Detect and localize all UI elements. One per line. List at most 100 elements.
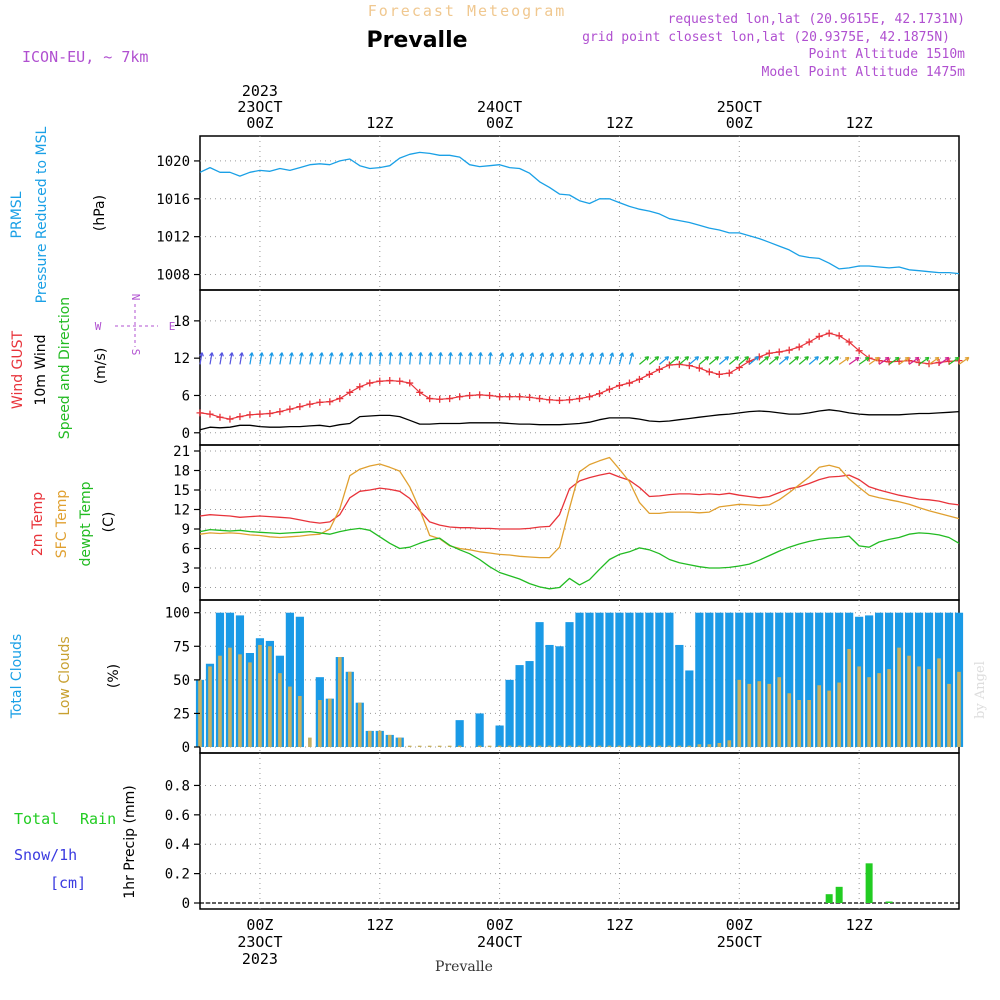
wind-direction-arrow [758,356,769,365]
low-cloud-bar [597,745,602,747]
y-tick-label: 0.8 [165,778,190,794]
wind-direction-arrow [479,352,482,365]
wind-direction-arrow [239,352,243,365]
wind-arrow-head [589,352,595,357]
low-cloud-bar [268,646,272,747]
low-cloud-bar [717,742,722,747]
y-tick-label: 9 [182,522,190,538]
wind-arrow-head [509,352,515,357]
low-cloud-bar [477,745,482,747]
gust-marker [256,410,264,418]
wind-arrow-head [694,356,700,361]
precip-rain-label: Rain [80,810,116,828]
gust-marker [725,369,733,377]
y-tick-label: 1012 [156,230,190,246]
total-cloud-bar [285,612,294,747]
wind-arrow-head [358,352,363,357]
top-time-label: 12Z [366,114,393,132]
precip-snow-label: Snow/1h [14,846,77,864]
wind-arrow-head [774,356,780,361]
wind-direction-arrow [449,352,452,365]
gust-marker [496,393,504,401]
y-tick-label: 0.2 [165,867,190,883]
wind-direction-arrow [958,357,970,365]
total-cloud-bar [765,612,774,747]
wind-direction-arrow [459,352,462,365]
wind-direction-arrow [279,352,283,365]
gust-marker [536,395,544,403]
low-cloud-bar [348,671,352,747]
wind-arrow-head [734,356,740,361]
wind-direction-arrow [229,352,233,365]
bottom-time-label: 12Z [846,916,873,934]
wind-direction-arrow [768,356,779,365]
total-cloud-bar [825,612,834,747]
wind-direction-arrow [309,352,313,365]
wind-direction-arrow [319,352,323,365]
gust-marker [376,377,384,385]
pressure-label-2: Pressure Reduced to MSL [34,126,50,303]
low-cloud-bar [417,745,422,747]
low-cloud-bar [867,677,871,747]
wind-direction-arrow [948,357,960,365]
super-title: Forecast Meteogram [368,2,567,20]
total-cloud-bar [665,612,674,747]
low-cloud-bar [627,745,632,747]
temp2m-line [199,472,960,530]
wind-direction-arrow [928,357,940,365]
low-cloud-bar [308,737,312,747]
wind-direction-arrow [299,352,303,365]
total-cloud-bar [745,612,754,747]
wind-arrow-head [539,352,545,357]
low-cloud-bar [387,734,392,747]
low-cloud-bar [877,673,881,747]
total-cloud-bar [455,720,464,747]
total-cloud-bar [625,612,634,747]
gust-marker [645,370,653,378]
low-cloud-bar [288,686,292,747]
compass-north: N [129,294,142,301]
low-cloud-bar [497,745,502,747]
gust-marker [576,395,583,403]
top-time-label: 00Z [246,114,273,132]
wind-arrow-head [418,352,423,357]
wind-arrow-head [599,352,605,357]
wind-arrow-head [854,356,860,362]
gust-marker [685,362,693,370]
gust-marker [546,396,554,404]
low-cloud-bar [637,745,642,747]
wind-arrow-head [794,356,799,361]
wind-arrow-head [824,356,829,361]
wind-direction-arrow [289,352,293,365]
precip-total-label: Total [14,810,59,828]
wind-direction-arrow [728,356,739,365]
wind-arrow-head [209,352,214,357]
wind-direction-arrow [748,356,759,365]
y-tick-label: 3 [182,561,190,577]
gust-marker [675,360,683,368]
wind-direction-arrow [698,356,709,365]
low-cloud-bar [617,745,622,747]
gust-marker [855,347,863,355]
y-tick-label: 100 [165,606,190,622]
wind-direction-arrow [678,356,689,365]
total-cloud-bar [944,612,954,747]
low-cloud-bar [757,681,762,747]
gust-marker [625,379,633,387]
gust-marker [506,393,514,401]
gust-marker [805,338,813,346]
wind-direction-arrow [618,352,624,365]
precip-cm-label: [cm] [50,874,86,892]
low-clouds-label: Low Clouds [57,636,73,715]
low-cloud-bar [657,745,662,747]
wind-arrow-head [609,352,615,357]
total-cloud-bar [725,612,734,747]
wind-arrow-head [674,356,680,361]
wind-arrow-head [549,352,555,357]
low-cloud-bar [907,655,911,747]
low-cloud-bar [457,745,462,747]
wind-direction-arrow [419,352,422,365]
wind-arrow-head [499,352,505,357]
gust-marker [406,379,414,387]
wind-arrow-head [269,352,274,357]
